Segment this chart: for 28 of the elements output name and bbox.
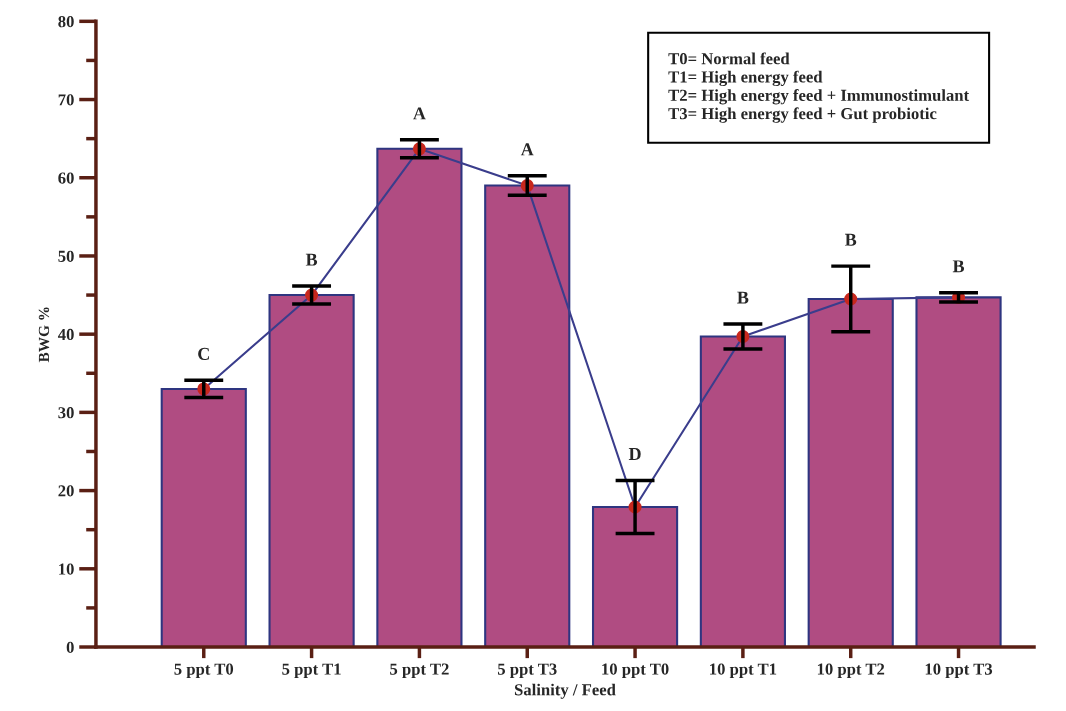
y-tick-label: 20 (58, 485, 74, 497)
x-axis-title: Salinity / Feed (514, 683, 616, 699)
x-tick-label: 10 ppt T3 (925, 663, 993, 679)
x-tick-label: 10 ppt T0 (602, 663, 669, 679)
data-label: B (737, 291, 749, 304)
x-tick-label: 5 ppt T3 (497, 663, 557, 679)
y-axis-title: BWG % (38, 307, 50, 363)
data-label: A (520, 143, 534, 156)
x-tick-label: 10 ppt T2 (817, 663, 885, 679)
x-tick-label: 5 ppt T2 (390, 663, 449, 679)
data-label: C (198, 347, 209, 360)
y-tick-label: 30 (58, 407, 74, 419)
y-tick-label: 60 (58, 172, 74, 184)
x-tick-label: 5 ppt T0 (174, 663, 234, 679)
y-tick-label: 50 (58, 250, 74, 262)
y-tick-label: 40 (57, 328, 74, 341)
y-tick-label: 80 (58, 16, 74, 28)
y-tick-label: 10 (59, 563, 74, 575)
x-tick-label: 10 ppt T1 (710, 663, 777, 679)
data-label: B (844, 233, 857, 246)
x-tick-label: 5 ppt T1 (282, 663, 341, 679)
annotation: T0= Normal feed T1= High energy feed T2= High energy feed + Immunostimulant T3= High energy feed + Gut probiotic (668, 52, 970, 123)
data-label: D (628, 448, 641, 460)
data-label: B (305, 253, 318, 266)
data-label: B (952, 260, 965, 273)
y-tick-label: 0 (66, 641, 74, 653)
y-tick-label: 70 (58, 94, 74, 106)
data-label: A (413, 107, 426, 120)
